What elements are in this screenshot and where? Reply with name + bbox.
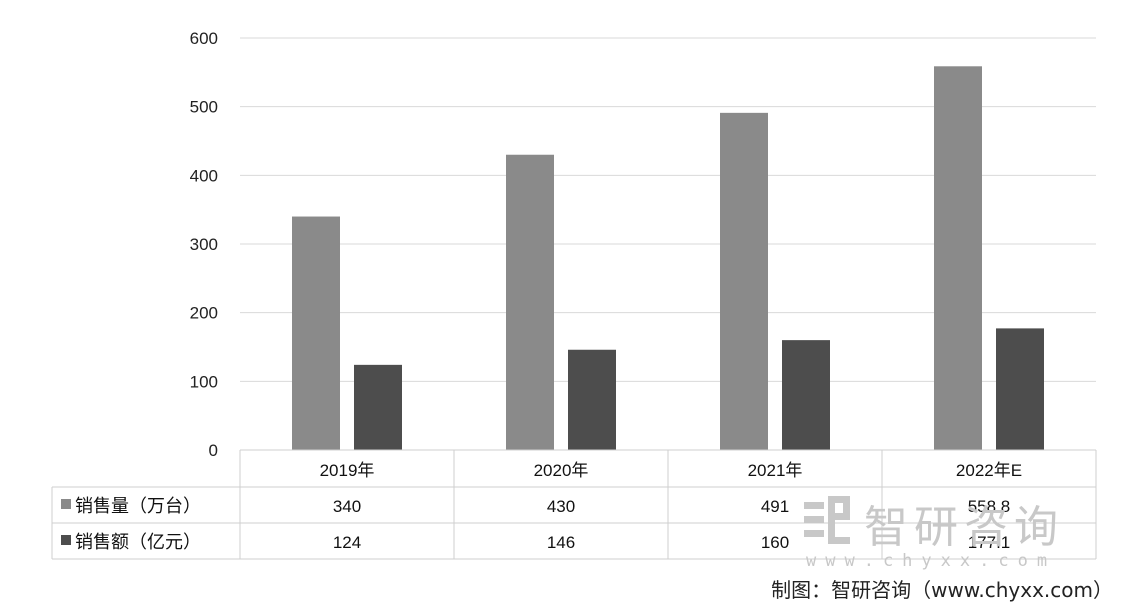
y-tick-label: 400 [190,166,218,185]
data-table-value: 146 [547,533,575,552]
bar-series-2 [354,364,402,450]
y-tick-label: 600 [190,29,218,48]
y-tick-label: 0 [209,441,218,460]
data-table-value: 491 [761,497,789,516]
watermark-logo-icon [804,496,850,544]
legend-label-series-2: 销售额（亿元） [75,532,201,553]
legend-swatch-series-1 [61,499,71,509]
y-tick-label: 200 [190,304,218,323]
bar-series-2 [996,328,1044,450]
data-table-value: 124 [333,533,361,552]
data-table-value: 430 [547,497,575,516]
y-tick-label: 500 [190,98,218,117]
data-table-value: 340 [333,497,361,516]
watermark-url: www.chyxx.com [806,551,1056,571]
x-category-label: 2019年 [320,461,375,480]
data-table: 2019年 2020年 2021年 2022年E 销售量（万台） 340 430 491 558… [51,449,1097,560]
y-tick-label: 300 [190,235,218,254]
source-note: 制图：智研咨询（www.chyxx.com） [771,578,1113,602]
legend-swatch-series-2 [61,535,71,545]
x-category-label: 2022年E [956,461,1022,480]
data-table-value: 177.1 [968,533,1011,552]
y-axis-ticks: 0 100 200 300 400 500 600 [190,29,218,460]
bar-series-2 [782,340,830,450]
bar-series-1 [506,154,554,450]
x-category-label: 2021年 [748,461,803,480]
watermark: 智研咨询 www.chyxx.com [804,496,1064,571]
bar-series-1 [934,66,982,451]
bar-series-1 [720,112,768,450]
bar-series-2 [568,349,616,450]
bar-series-1 [292,216,340,450]
y-tick-label: 100 [190,372,218,391]
bars [292,66,1044,451]
watermark-brand: 智研咨询 [864,502,1064,553]
legend-label-series-1: 销售量（万台） [75,496,201,517]
data-table-value: 160 [761,533,789,552]
data-table-value: 558.8 [968,497,1011,516]
x-category-label: 2020年 [534,461,589,480]
